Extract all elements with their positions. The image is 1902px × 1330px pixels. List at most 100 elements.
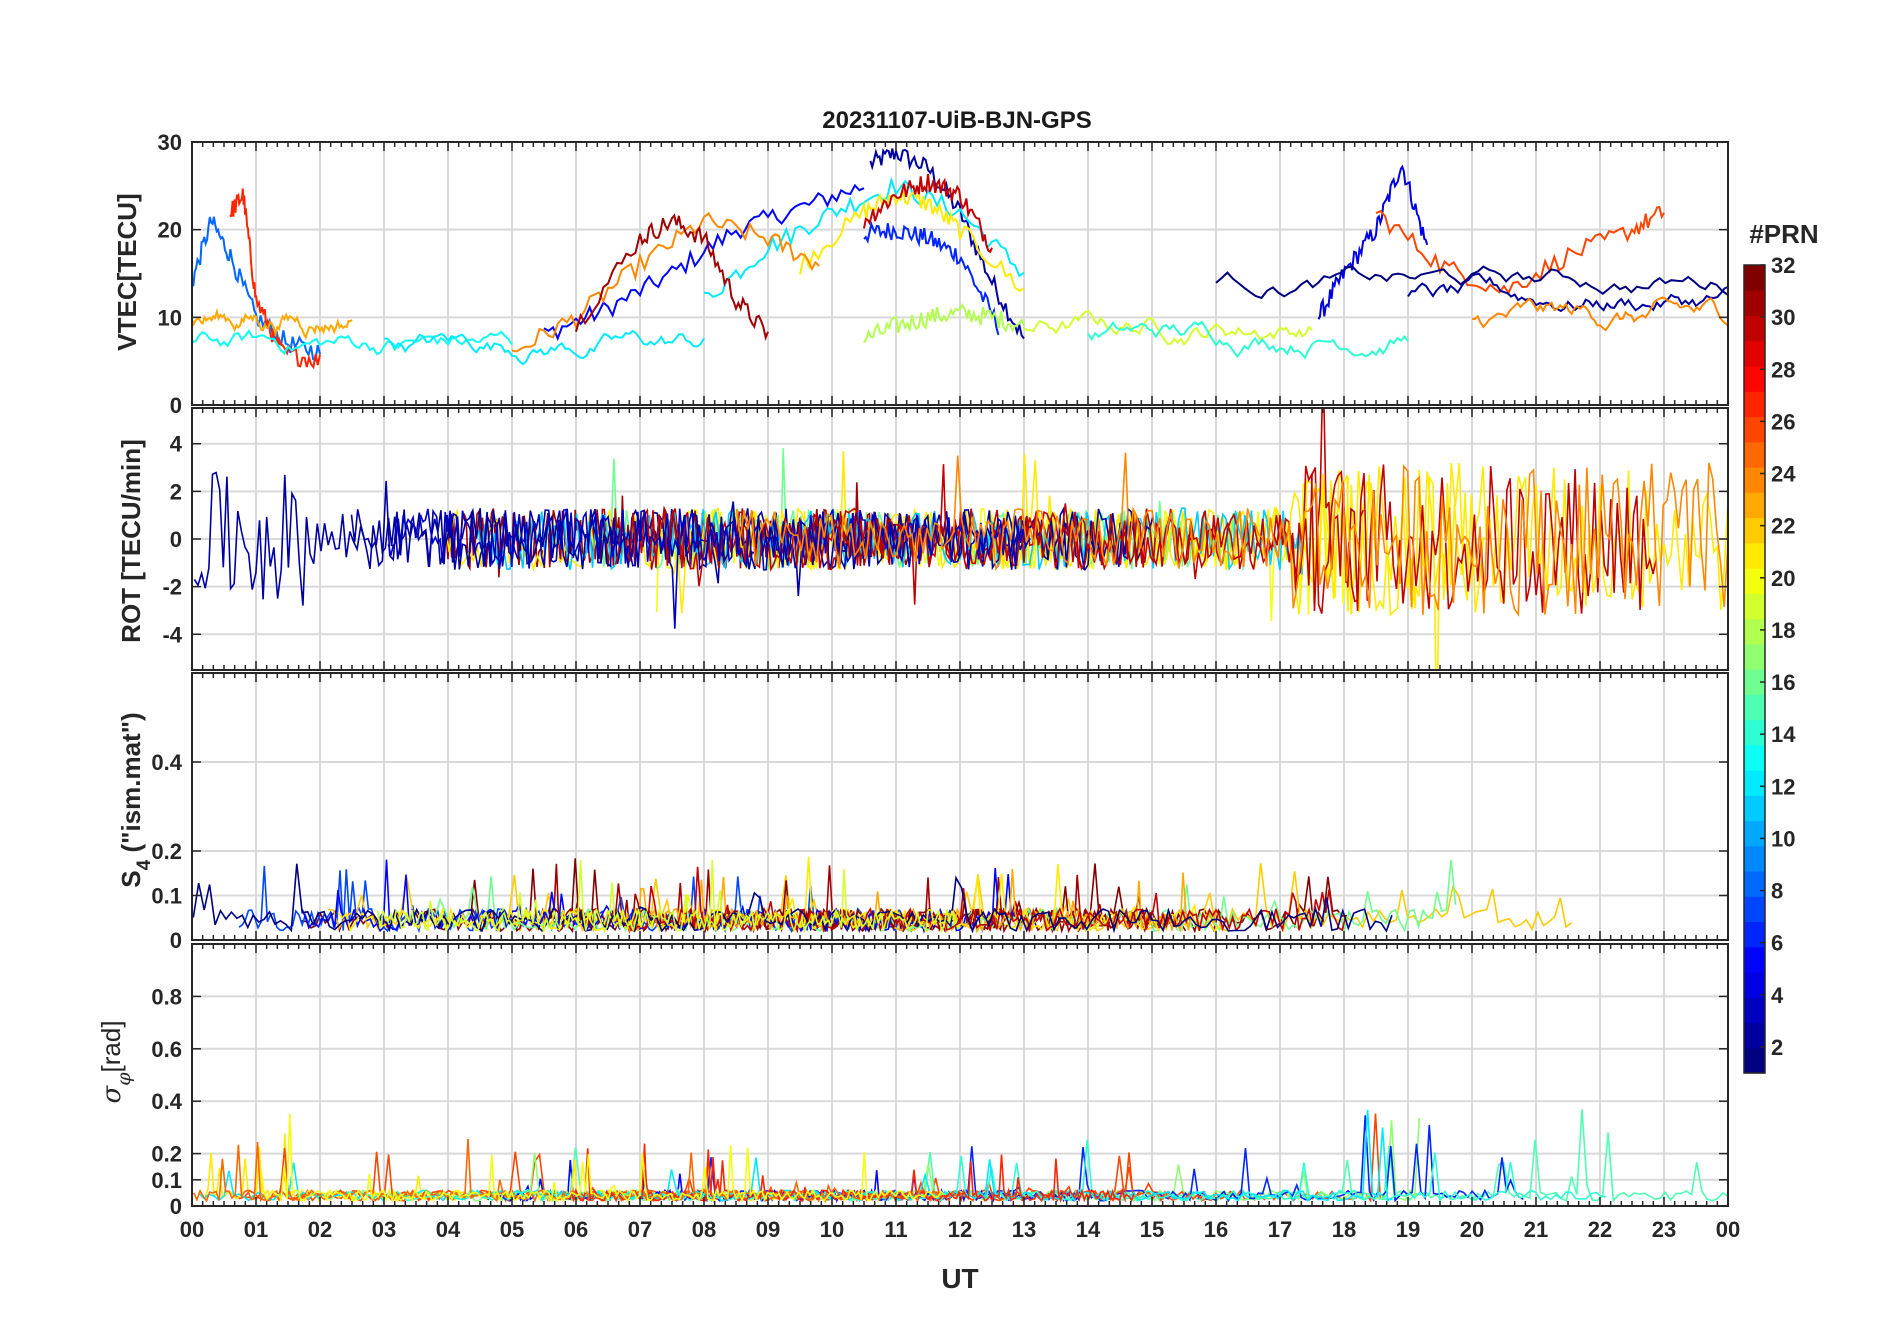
colorbar-label: #PRN	[1749, 219, 1818, 249]
x-tick-label: 01	[244, 1217, 268, 1242]
colorbar-frame	[1743, 264, 1766, 1074]
x-tick-label: 15	[1140, 1217, 1164, 1242]
panel-rot: -4 -2 0 2 4	[162, 407, 1729, 671]
x-tick-label: 22	[1588, 1217, 1612, 1242]
vtec-ylabel: VTEC[TECU]	[112, 193, 142, 350]
panel-data	[193, 408, 1728, 670]
x-tick-label: 23	[1652, 1217, 1676, 1242]
vtec-track-line	[192, 328, 513, 356]
colorbar-tick-label: 2	[1771, 1035, 1783, 1060]
x-tick-label: 04	[436, 1217, 461, 1242]
colorbar-tick-label: 4	[1771, 983, 1784, 1008]
colorbar-segment	[1744, 517, 1765, 544]
x-tick-label: 03	[372, 1217, 396, 1242]
y-tick-label: 0	[170, 928, 182, 953]
colorbar-segment	[1744, 366, 1765, 392]
y-tick-label: 0.8	[151, 984, 182, 1009]
colorbar-tick-label: 30	[1771, 305, 1795, 330]
colorbar-segment	[1744, 265, 1765, 291]
colorbar-segment	[1744, 820, 1765, 847]
vtec-track-line	[1023, 309, 1313, 346]
sigma-ylabel-main: σ	[97, 1085, 127, 1104]
colorbar-tick-label: 28	[1771, 357, 1795, 382]
x-tick-label: 00	[180, 1217, 204, 1242]
x-tick-label: 14	[1076, 1217, 1101, 1242]
vtec-track-line	[1087, 320, 1409, 360]
panel-sigma: 00.10.2 0.4 0.6 0.8	[151, 943, 1729, 1219]
x-tick-label: 11	[884, 1217, 907, 1242]
colorbar-segment	[1744, 315, 1765, 342]
sigma-ylabel-rest: [rad]	[96, 1020, 126, 1072]
vtec-series-line	[1317, 164, 1429, 320]
x-tick-label: 06	[564, 1217, 588, 1242]
rot-series-line	[735, 452, 1728, 617]
vtec-series-line	[863, 303, 1025, 344]
x-tick-label: 10	[820, 1217, 844, 1242]
y-tick-label: 0.6	[151, 1037, 182, 1062]
colorbar-segment	[1744, 719, 1765, 746]
vtec-series-line	[799, 189, 1025, 293]
colorbar-segment	[1744, 694, 1765, 721]
sigma-ylabel-sub: φ	[113, 1072, 135, 1086]
colorbar-tick-label: 32	[1771, 253, 1795, 278]
x-tick-label: 09	[756, 1217, 780, 1242]
rot-series-line	[387, 508, 1031, 629]
colorbar-segment	[1744, 542, 1765, 569]
x-tick-label: 08	[692, 1217, 716, 1242]
colorbar-tick-label: 26	[1771, 409, 1795, 434]
panel-vtec: 0 10 20 30	[158, 130, 1729, 418]
s4-ylabel: S4 ("ism.mat")	[116, 712, 155, 887]
x-axis-label: UT	[941, 1263, 978, 1294]
panel-data	[192, 856, 1573, 934]
s4-series-line	[376, 859, 958, 934]
x-tick-label: 05	[500, 1217, 524, 1242]
colorbar-tick-label: 6	[1771, 931, 1783, 956]
y-tick-label: 0.4	[151, 750, 182, 775]
colorbar-segment	[1744, 845, 1765, 872]
x-tick-label: 12	[948, 1217, 972, 1242]
vtec-series-line	[869, 148, 1025, 340]
panel-data	[192, 148, 1728, 370]
colorbar-segment	[1744, 618, 1765, 645]
vtec-track-line	[192, 307, 353, 341]
y-tick-label: -2	[162, 575, 182, 600]
vtec-track-line	[1472, 296, 1728, 332]
vtec-track-line	[1407, 272, 1728, 313]
colorbar-tick-label: 14	[1771, 722, 1796, 747]
s4-ylabel-sub: 4	[134, 859, 155, 870]
sigma-series-line	[396, 1139, 1607, 1204]
y-tick-label: 0	[170, 1194, 182, 1219]
s4-series-line	[613, 866, 1347, 934]
vtec-series-line	[863, 173, 993, 254]
colorbar-segment	[1744, 593, 1765, 620]
rot-series-line	[803, 451, 1728, 670]
sigma-series-line	[260, 1113, 945, 1203]
x-tick-label: 00	[1716, 1217, 1740, 1242]
y-tick-label: 0.4	[151, 1089, 182, 1114]
y-tick-label: 10	[158, 305, 182, 330]
colorbar-tick-label: 16	[1771, 670, 1795, 695]
figure-title: 20231107-UiB-BJN-GPS	[822, 107, 1091, 134]
colorbar-segment	[1744, 1022, 1765, 1049]
colorbar-segment	[1744, 669, 1765, 695]
colorbar-segment	[1744, 770, 1765, 796]
x-tick-label: 19	[1396, 1217, 1420, 1242]
colorbar-segment	[1744, 340, 1765, 367]
colorbar-segment	[1744, 795, 1765, 822]
x-tick-label: 16	[1204, 1217, 1228, 1242]
s4-ylabel-rest: ("ism.mat")	[116, 712, 146, 859]
rot-ylabel: ROT [TECU/min]	[116, 439, 146, 643]
y-tick-label: 0	[170, 527, 182, 552]
vtec-series-line	[511, 211, 820, 353]
vtec-track-line	[383, 329, 705, 366]
vtec-series-line	[575, 213, 769, 342]
colorbar-segment	[1744, 391, 1765, 418]
colorbar-tick-label: 12	[1771, 774, 1795, 799]
y-tick-label: 0.2	[151, 1142, 182, 1167]
x-tick-label: 07	[628, 1217, 652, 1242]
y-tick-label: 20	[158, 218, 182, 243]
vtec-track-line	[1215, 265, 1728, 300]
colorbar-segment	[1744, 972, 1765, 998]
